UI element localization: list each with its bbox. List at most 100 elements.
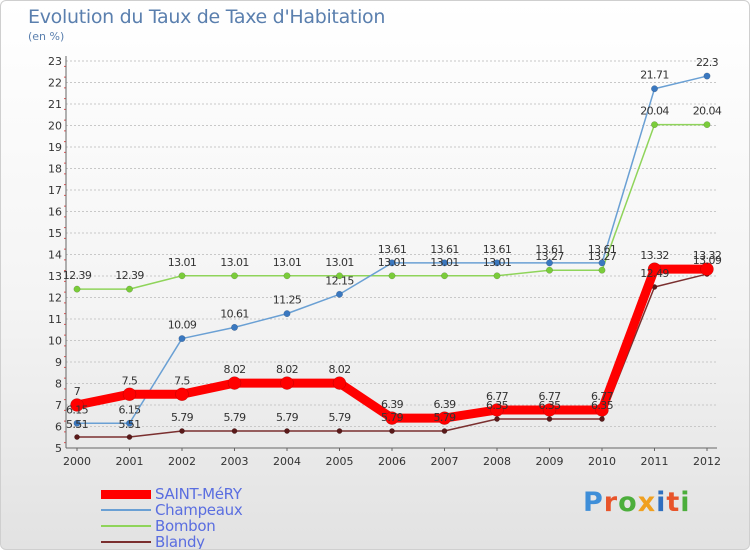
legend-label: Bombon [155,517,216,535]
data-point-bombon [283,272,291,280]
data-label-blandy: 5.51 [118,418,140,431]
data-point-bombon [126,285,133,293]
data-label-champeaux: 13.61 [430,243,459,256]
y-tick-label: 15 [48,227,62,240]
data-point-blandy [494,416,500,422]
data-point-saint-m-ry [437,411,452,425]
data-label-saint-m-ry: 8.02 [223,363,245,376]
data-point-bombon [703,121,711,129]
x-tick-label: 2012 [693,455,721,468]
y-tick-label: 7 [55,399,62,412]
y-tick-label: 10 [48,335,62,348]
y-tick-label: 17 [48,184,62,197]
data-label-blandy: 5.79 [276,411,299,424]
data-label-saint-m-ry: 6.77 [538,390,561,403]
data-point-saint-m-ry [70,398,84,412]
data-label-blandy: 6.35 [538,399,561,412]
logo-letter: P [583,487,604,518]
legend-swatch [101,541,151,543]
data-point-saint-m-ry [542,403,557,417]
data-point-champeaux [388,259,396,267]
data-label-saint-m-ry: 6.39 [433,398,456,411]
data-point-bombon [388,272,396,280]
data-label-blandy: 5.79 [171,411,194,424]
data-point-bombon [651,121,658,129]
chart-title: Evolution du Taux de Taxe d'Habitation [28,6,386,28]
data-label-blandy: 6.35 [591,399,614,412]
data-point-blandy [74,434,80,440]
y-tick-label: 16 [48,206,62,219]
data-label-saint-m-ry: 7.5 [174,374,190,387]
x-tick-label: 2001 [116,455,144,468]
data-point-bombon [178,272,186,280]
legend-swatch [101,489,151,499]
data-label-blandy: 12.49 [640,267,669,280]
data-point-bombon [231,272,238,280]
data-point-blandy [179,428,185,434]
data-label-saint-m-ry: 6.39 [381,398,404,411]
data-label-champeaux: 13.61 [483,243,512,256]
y-tick-label: 13 [48,270,62,283]
data-label-champeaux: 10.61 [220,307,249,320]
data-label-bombon: 13.01 [273,256,302,269]
y-tick-label: 14 [48,249,62,262]
data-label-champeaux: 21.71 [640,69,669,82]
data-point-bombon [336,272,343,280]
data-label-bombon: 12.39 [63,269,92,282]
data-label-bombon: 13.01 [378,256,407,269]
data-point-bombon [546,266,553,274]
data-point-saint-m-ry [700,262,714,276]
data-point-blandy [441,428,448,434]
data-point-champeaux [598,259,606,267]
data-point-saint-m-ry [122,387,137,401]
logo-letter: t [666,487,681,518]
data-point-saint-m-ry [280,376,294,390]
y-tick-label: 11 [48,313,62,326]
data-label-blandy: 5.79 [328,411,351,424]
legend-label: Blandy [155,533,205,550]
x-tick-label: 2000 [63,455,91,468]
y-tick-label: 9 [55,356,62,369]
x-tick-label: 2008 [483,455,511,468]
legend-swatch [101,509,151,511]
data-label-bombon: 13.27 [588,250,617,263]
y-tick-label: 23 [48,55,62,68]
data-label-blandy: 5.79 [433,411,456,424]
data-label-bombon: 20.04 [640,105,669,118]
data-label-saint-m-ry: 6.77 [591,390,614,403]
data-point-saint-m-ry [227,376,242,390]
logo-letter: o [618,487,638,518]
data-point-bombon [598,266,606,274]
chart-subtitle: (en %) [28,30,65,43]
data-label-champeaux: 6.15 [66,403,89,416]
data-label-blandy: 5.79 [223,411,246,424]
data-point-champeaux [178,335,186,343]
data-label-bombon: 13.27 [535,250,564,263]
logo-letter: x [637,487,657,518]
x-tick-label: 2002 [168,455,196,468]
data-point-bombon [441,272,448,280]
data-point-blandy [284,428,290,434]
data-label-champeaux: 13.61 [378,243,407,256]
data-point-blandy [336,428,343,434]
data-point-blandy [599,416,605,422]
data-label-saint-m-ry: 8.02 [328,363,350,376]
data-label-champeaux: 13.61 [588,243,617,256]
data-point-blandy [126,434,133,440]
data-point-saint-m-ry [385,411,399,425]
data-point-saint-m-ry [647,262,662,276]
data-point-champeaux [651,85,658,93]
data-point-champeaux [231,323,238,331]
legend-swatch [101,525,151,527]
x-tick-label: 2004 [273,455,301,468]
data-point-saint-m-ry [595,403,609,417]
x-tick-label: 2011 [641,455,669,468]
data-label-saint-m-ry: 13.32 [640,249,669,262]
data-label-saint-m-ry: 7.5 [122,374,138,387]
data-label-bombon: 20.04 [693,105,722,118]
data-label-bombon: 12.39 [115,269,144,282]
x-tick-label: 2009 [536,455,564,468]
data-point-blandy [546,416,553,422]
data-point-champeaux [126,419,133,427]
grid-lines [66,60,717,449]
